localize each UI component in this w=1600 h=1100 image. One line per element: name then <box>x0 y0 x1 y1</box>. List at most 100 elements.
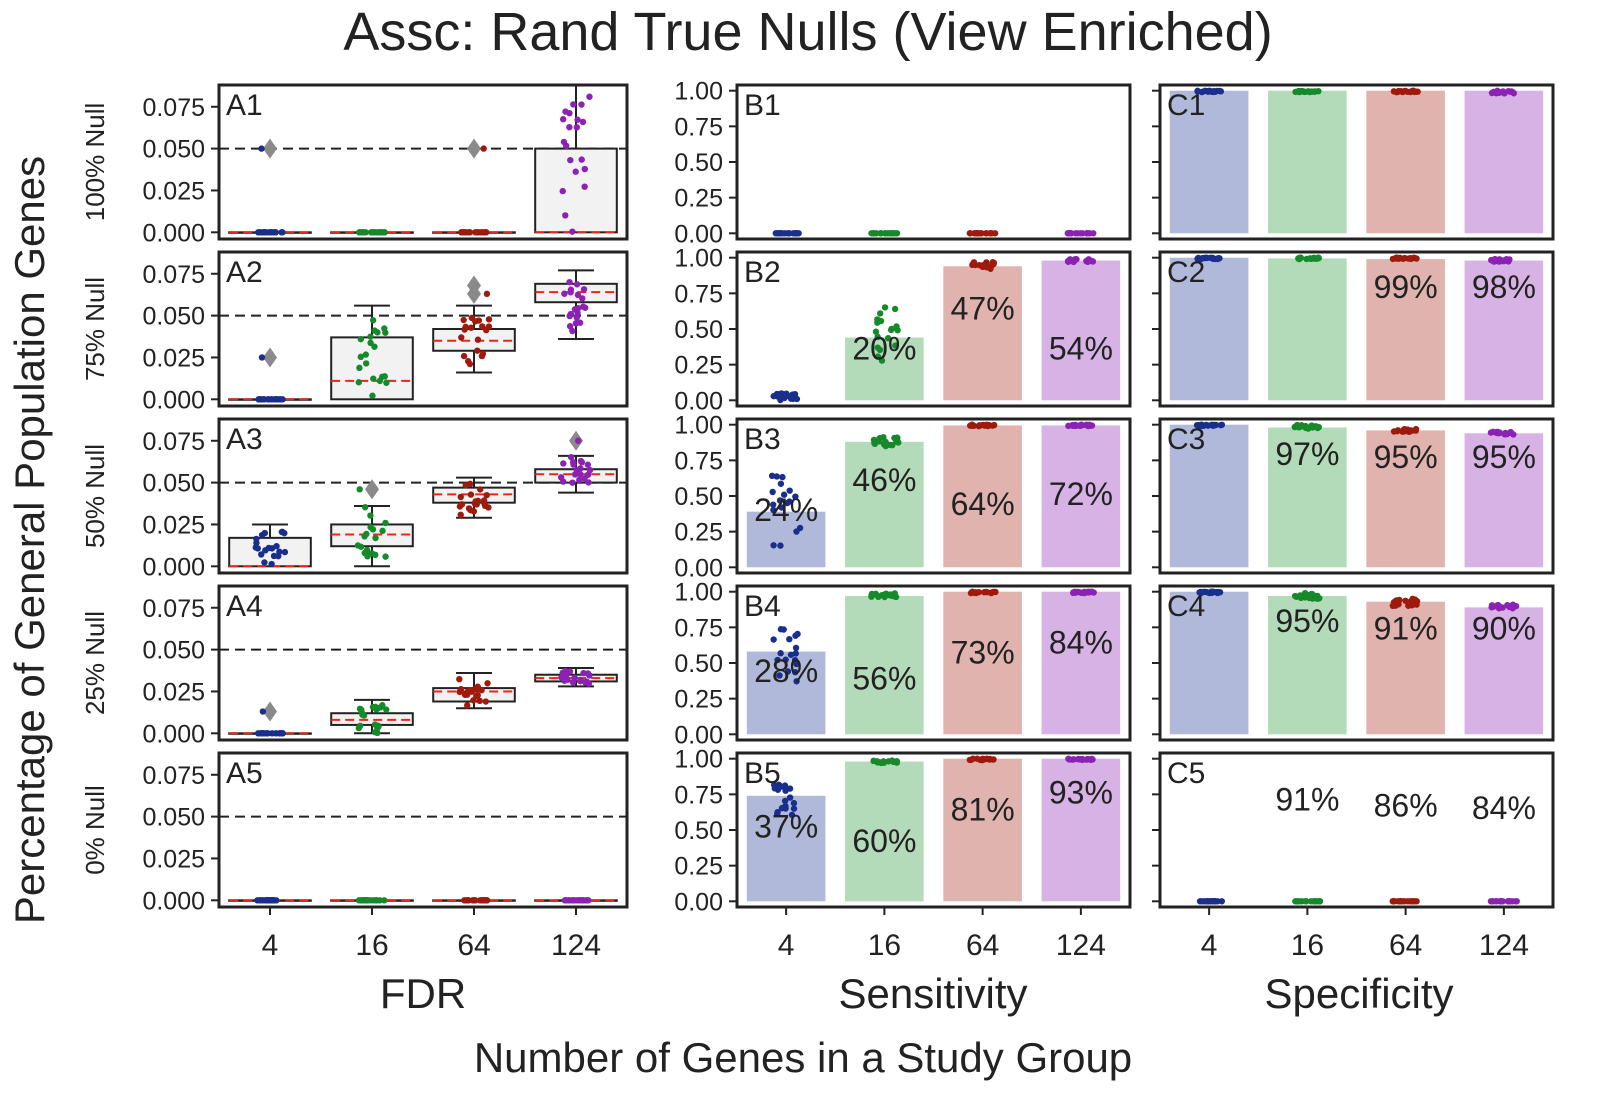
data-point <box>784 668 792 675</box>
data-point <box>265 544 272 552</box>
data-point <box>874 319 881 326</box>
data-point <box>990 421 998 429</box>
data-point <box>461 326 468 333</box>
percent-label: 84% <box>1472 790 1536 826</box>
percent-label: 91% <box>1275 782 1339 818</box>
figure-ylabel: Percentage of General Population Genes <box>6 156 53 924</box>
percent-label: 98% <box>1472 269 1536 305</box>
data-point <box>872 328 880 335</box>
data-point <box>458 229 465 236</box>
data-point <box>1218 898 1226 905</box>
data-point <box>1503 255 1510 263</box>
outlier-marker <box>365 479 379 500</box>
percent-label: 56% <box>852 660 916 696</box>
data-point <box>792 632 799 639</box>
data-point <box>796 524 804 532</box>
data-point <box>1394 254 1401 262</box>
data-point <box>1203 588 1210 596</box>
y-tick-label: 0.00 <box>674 888 723 916</box>
data-point <box>470 697 477 704</box>
data-point <box>252 544 259 551</box>
y-tick-label: 0.000 <box>142 219 205 247</box>
data-point <box>367 512 374 519</box>
data-point <box>978 756 986 764</box>
data-point <box>381 897 388 904</box>
data-point <box>382 329 389 336</box>
data-point <box>379 702 386 709</box>
data-point <box>880 441 888 448</box>
bar-4 <box>746 651 826 735</box>
percent-label: 72% <box>1049 476 1113 512</box>
panel-frame <box>217 250 629 408</box>
data-point <box>1204 88 1212 95</box>
data-point <box>569 479 576 486</box>
data-point <box>356 722 364 730</box>
data-point <box>485 504 492 511</box>
panel-a3: 0.000 0.025 0.050 0.075 A3 <box>142 417 629 581</box>
y-tick-label: 0.025 <box>142 177 205 205</box>
data-point <box>357 335 365 343</box>
percent-label: 95% <box>1374 439 1438 475</box>
data-point <box>567 156 574 164</box>
data-point <box>873 230 880 237</box>
data-point <box>1207 254 1214 261</box>
data-point <box>1090 589 1097 596</box>
panel-id-label: B5 <box>744 757 781 790</box>
panel-id-label: C4 <box>1167 590 1205 623</box>
data-point <box>574 116 581 123</box>
data-point <box>559 669 566 677</box>
data-point <box>464 688 471 695</box>
data-point <box>574 304 582 312</box>
data-point <box>874 333 881 341</box>
bar-124 <box>1041 591 1121 735</box>
data-point <box>1069 422 1077 430</box>
data-point <box>483 290 491 298</box>
data-point <box>260 897 267 904</box>
data-point <box>791 390 799 398</box>
data-point <box>773 810 781 817</box>
data-point <box>362 351 370 358</box>
y-tick-label: 0.025 <box>142 678 205 706</box>
outlier-marker <box>467 138 481 159</box>
panel-a1: 0.000 0.025 0.050 0.075 A1 <box>142 83 629 247</box>
data-point <box>479 350 487 358</box>
percent-label: 60% <box>852 823 916 859</box>
data-point <box>279 229 286 236</box>
data-point <box>367 524 374 531</box>
data-point <box>570 101 577 108</box>
data-point <box>566 278 573 286</box>
y-tick-label: 0.75 <box>674 280 723 308</box>
data-point <box>372 534 379 542</box>
x-tick-label: 124 <box>1479 929 1529 962</box>
data-point <box>792 668 799 676</box>
data-point <box>261 559 268 566</box>
data-point <box>559 116 567 123</box>
data-point <box>581 183 588 190</box>
data-point <box>259 708 267 715</box>
percent-label: 81% <box>951 792 1015 828</box>
data-point <box>562 108 569 115</box>
data-point <box>367 339 374 347</box>
panel-id-label: C1 <box>1167 89 1205 122</box>
data-point <box>573 124 580 131</box>
data-point <box>1296 88 1303 96</box>
data-point <box>773 230 781 237</box>
data-point <box>578 101 585 108</box>
bar-4 <box>746 795 826 902</box>
data-point <box>1211 421 1218 429</box>
data-point <box>458 334 465 341</box>
data-point <box>473 685 481 693</box>
data-point <box>270 552 278 560</box>
data-point <box>1316 898 1324 905</box>
data-point <box>874 758 881 765</box>
data-point <box>577 457 585 465</box>
y-tick-label: 0.075 <box>142 261 205 289</box>
panel-a4: 0.000 0.025 0.050 0.075 A4 <box>142 584 629 748</box>
data-point <box>1390 428 1398 435</box>
data-point <box>1087 422 1095 429</box>
column-label-fdr: FDR <box>380 970 466 1017</box>
panel-id-label: A2 <box>226 256 263 289</box>
data-point <box>1412 898 1419 905</box>
data-point <box>464 702 471 709</box>
bar-4 <box>1169 90 1249 234</box>
